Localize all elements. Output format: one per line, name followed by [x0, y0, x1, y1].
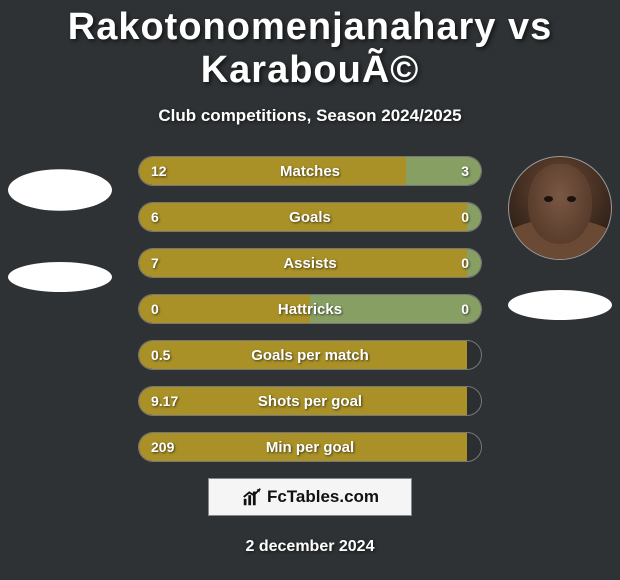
subtitle: Club competitions, Season 2024/2025 [0, 106, 620, 126]
fctables-logo-icon [241, 486, 263, 508]
player-left-avatar-placeholder [8, 169, 112, 211]
stat-label: Goals [139, 203, 481, 231]
avatar-face [528, 164, 592, 244]
stat-bars: 123Matches 60Goals 70Assists 00Hattricks 0.5… [138, 156, 482, 462]
stat-label: Hattricks [139, 295, 481, 323]
stat-row: 60Goals [138, 202, 482, 232]
date-text: 2 december 2024 [0, 538, 620, 556]
stat-label: Matches [139, 157, 481, 185]
stat-row: 209Min per goal [138, 432, 482, 462]
brand-text: FcTables.com [267, 487, 379, 507]
stat-label: Shots per goal [139, 387, 481, 415]
player-right-team-placeholder [508, 290, 612, 320]
player-left-team-placeholder [8, 262, 112, 292]
stat-label: Assists [139, 249, 481, 277]
comparison-content: 123Matches 60Goals 70Assists 00Hattricks 0.5… [0, 156, 620, 556]
stat-label: Goals per match [139, 341, 481, 369]
page-title: Rakotonomenjanahary vs KarabouÃ© [0, 0, 620, 92]
stat-row: 0.5Goals per match [138, 340, 482, 370]
stat-label: Min per goal [139, 433, 481, 461]
stat-row: 123Matches [138, 156, 482, 186]
stat-row: 00Hattricks [138, 294, 482, 324]
stat-row: 9.17Shots per goal [138, 386, 482, 416]
player-left-column [8, 156, 112, 292]
player-right-avatar [508, 156, 612, 260]
stat-row: 70Assists [138, 248, 482, 278]
player-right-column [508, 156, 612, 320]
brand-box[interactable]: FcTables.com [208, 478, 412, 516]
